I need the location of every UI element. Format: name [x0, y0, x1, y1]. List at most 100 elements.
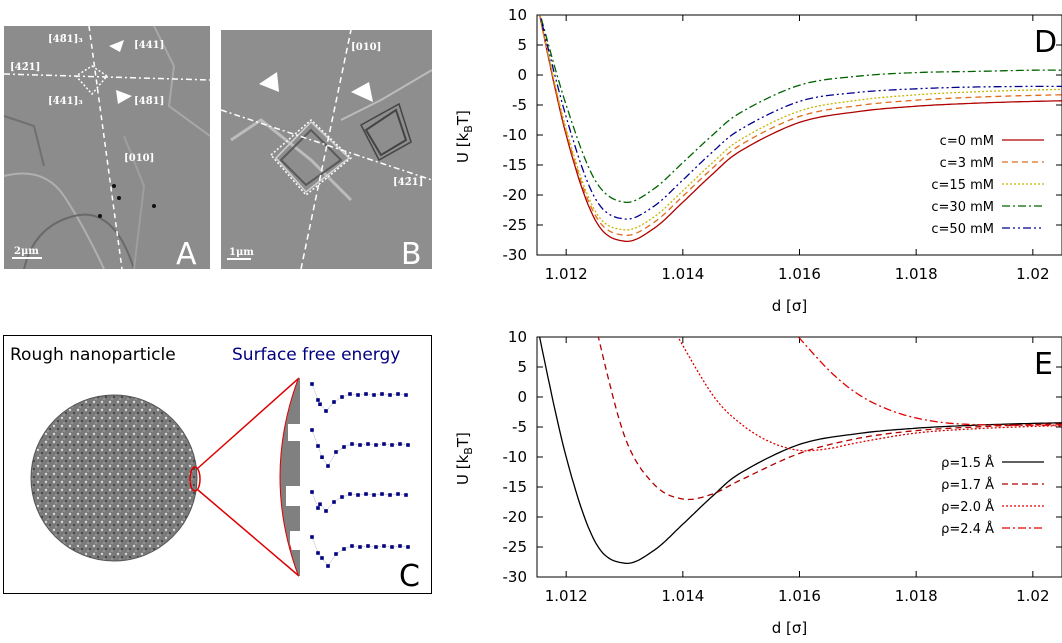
energy-profile-point — [366, 544, 370, 548]
label-b-0: [010] — [351, 42, 381, 53]
energy-profile-point — [398, 442, 402, 446]
chart-e-y-tick-label: -30 — [503, 568, 528, 586]
panel-letter-b: B — [401, 237, 422, 269]
energy-profile-point — [318, 502, 322, 506]
energy-profile-point — [316, 551, 320, 555]
energy-profile-point — [396, 392, 400, 396]
energy-profile-point — [356, 493, 360, 497]
chart-d-x-tick-label: 1.014 — [661, 265, 704, 283]
energy-profile-point — [366, 442, 370, 446]
chart-d-legend-label: c=30 mM — [931, 200, 994, 215]
energy-profile-point — [358, 545, 362, 549]
scale-bar-a: 2μm — [14, 246, 39, 257]
energy-profile-point — [372, 393, 376, 397]
panel-letter-d: D — [1034, 25, 1057, 60]
chart-e-x-tick-label: 1.012 — [545, 587, 588, 605]
chart-e-legend-label: ρ=2.0 Å — [941, 499, 994, 515]
energy-profile-point — [364, 392, 368, 396]
energy-profile-point — [332, 400, 336, 404]
chart-d-svg: 10 5 0 -5 -10 -15 -20 -25 -30 1.012 1.014 1.016 1.01… — [454, 6, 1062, 315]
energy-profile-point — [334, 450, 338, 454]
energy-profile-point — [316, 444, 320, 448]
energy-profile-point — [380, 392, 384, 396]
label-a-0: [48̄1]₃ — [48, 34, 83, 45]
chart-d-y-axis-label: U [kBT] — [454, 110, 475, 163]
energy-profile-point — [332, 500, 336, 504]
energy-profile-point — [324, 509, 328, 513]
panel-letter-e: E — [1034, 347, 1053, 382]
energy-profile-point — [388, 393, 392, 397]
energy-profile-point — [316, 506, 320, 510]
rough-nanoparticle-title: Rough nanoparticle — [10, 345, 176, 365]
chart-d-series-line — [539, 15, 1062, 231]
energy-profile-point — [404, 493, 408, 497]
chart-d-y-tick-label: 5 — [517, 36, 527, 54]
chart-d-x-tick-label: 1.018 — [895, 265, 938, 283]
chart-d-y-tick-label: -25 — [503, 216, 528, 234]
energy-profile-point — [406, 545, 410, 549]
chart-d-legend-label: c=50 mM — [931, 222, 994, 237]
energy-profile-point — [334, 552, 338, 556]
chart-d-series-line — [539, 15, 1062, 220]
label-b-1: [42̄1] — [393, 177, 423, 188]
chart-d-legend-label: c=3 mM — [940, 156, 994, 171]
energy-profile-point — [396, 492, 400, 496]
label-a-2: [42̄1] — [10, 62, 40, 73]
zoom-region — [189, 466, 201, 492]
energy-profile-point — [406, 443, 410, 447]
nanoparticle-circle — [30, 394, 198, 562]
chart-e-y-axis-label: U [kBT] — [454, 432, 475, 485]
energy-profile-point — [380, 492, 384, 496]
energy-profile-point — [310, 535, 314, 539]
chart-e-y-tick-label: -10 — [503, 448, 528, 466]
chart-e-y-tick-label: 5 — [517, 358, 527, 376]
label-a-5: [010] — [124, 153, 154, 164]
chart-d-y-tick-label: -30 — [503, 246, 528, 264]
label-a-4: [48̄1] — [134, 96, 164, 107]
chart-e-series-line — [677, 337, 1062, 452]
micrograph-a-image: [48̄1]₃ [441] [42̄1] [4̄41]₃ [48̄1] [010… — [4, 26, 210, 269]
energy-profile-point — [382, 442, 386, 446]
chart-e-y-tick-label: -25 — [503, 538, 528, 556]
chart-d-legend-label: c=0 mM — [940, 134, 994, 149]
chart-d-y-tick-label: 0 — [517, 66, 527, 84]
energy-profile-point — [326, 464, 330, 468]
label-a-3: [4̄41]₃ — [48, 96, 83, 107]
energy-profile-point — [404, 393, 408, 397]
chart-e-legend-label: ρ=1.5 Å — [941, 455, 994, 471]
chart-e-legend-label: ρ=2.4 Å — [941, 521, 994, 537]
energy-profile-point — [310, 428, 314, 432]
chart-d-series-line — [539, 15, 1062, 204]
energy-profile-point — [372, 493, 376, 497]
surface-free-energy-title: Surface free energy — [232, 345, 400, 365]
chart-d-x-tick-label: 1.02 — [1016, 265, 1049, 283]
energy-profile-point — [374, 545, 378, 549]
scale-bar-b: 1μm — [229, 247, 254, 258]
micrograph-a: [48̄1]₃ [441] [42̄1] [4̄41]₃ [48̄1] [010… — [4, 26, 210, 269]
label-a-1: [441] — [134, 40, 164, 51]
chart-d: 10 5 0 -5 -10 -15 -20 -25 -30 1.012 1.014 1.016 1.01… — [440, 0, 1062, 320]
chart-e: 10 5 0 -5 -10 -15 -20 -25 -30 1.012 1.014 1.016 1.01… — [440, 322, 1062, 639]
schematic-c: Rough nanoparticle Surface free energy C — [3, 335, 432, 594]
energy-profile-point — [342, 445, 346, 449]
chart-e-y-tick-label: -20 — [503, 508, 528, 526]
chart-e-x-axis-label: d [σ] — [772, 619, 808, 637]
energy-profile-curves — [310, 382, 410, 568]
energy-profile-line — [311, 383, 407, 412]
energy-profile-point — [340, 395, 344, 399]
energy-profile-point — [358, 443, 362, 447]
energy-profile-point — [320, 556, 324, 560]
energy-profile-point — [356, 393, 360, 397]
rough-surface-profile — [280, 378, 300, 576]
energy-profile-point — [340, 495, 344, 499]
chart-e-x-tick-label: 1.018 — [895, 587, 938, 605]
panel-letter-c: C — [399, 559, 420, 593]
energy-profile-point — [342, 547, 346, 551]
energy-profile-point — [318, 402, 322, 406]
chart-d-x-tick-label: 1.016 — [778, 265, 821, 283]
chart-d-y-tick-label: 10 — [508, 6, 527, 24]
chart-d-legend-label: c=15 mM — [931, 178, 994, 193]
chart-e-x-tick-label: 1.016 — [778, 587, 821, 605]
energy-profile-point — [324, 409, 328, 413]
chart-e-svg: 10 5 0 -5 -10 -15 -20 -25 -30 1.012 1.014 1.016 1.01… — [454, 328, 1062, 637]
